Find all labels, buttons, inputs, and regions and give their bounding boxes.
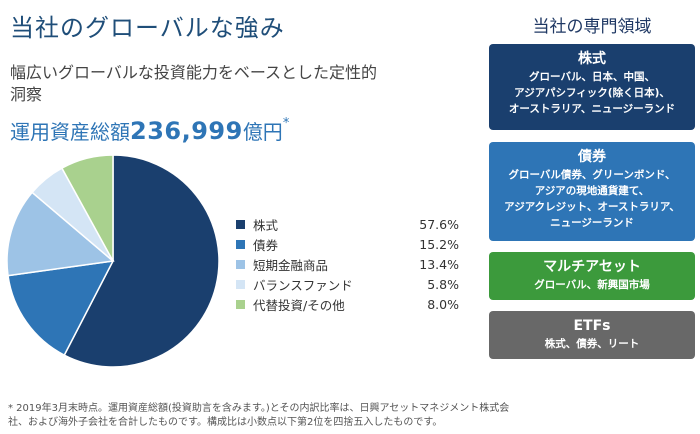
pie-slice-1 [63, 154, 220, 368]
expertise-title: 当社の専門領域 [532, 17, 652, 37]
expertise-box-title: マルチアセット [543, 259, 641, 275]
chart-legend: 株式 57.6% 債券 15.2% 短期金融商品 13.4% バランスファンド 5.8% 代替投… [236, 214, 459, 314]
legend-value: 57.6% [419, 216, 459, 232]
pie-slice-5 [60, 154, 114, 262]
pie-slice-3 [6, 191, 115, 277]
expertise-box-title: ETFs [573, 318, 611, 334]
expertise-box-desc: グローバル、新興国市場 [534, 279, 650, 291]
expertise-box: ETFs 株式、債券、リート [489, 311, 695, 359]
legend-value: 8.0% [427, 296, 459, 312]
aum-value: 236,999 [130, 117, 243, 145]
expertise-box: 債券グローバル債券、グリーンボンド、 アジアの現地通貨建て、アジアクレジット、オー… [489, 142, 695, 241]
expertise-box: 株式グローバル、日本、中国、アジアパシフィック(除く日本)、 オーストラリア、ニュ… [489, 44, 695, 130]
legend-swatch [236, 259, 245, 269]
expertise-box-desc: オーストラリア、ニュージーランド [508, 103, 676, 115]
pie-slice-2 [7, 260, 115, 357]
footnote: * 2019年3月末時点。運用資産総額(投資助言を含みます。)とその内訳比率は、… [8, 402, 608, 430]
expertise-box-title: 債券 [578, 149, 606, 165]
legend-label: 株式 [253, 217, 279, 233]
aum-unit: 億円 [242, 120, 283, 144]
page-title: 当社のグローバルな強み [10, 14, 285, 42]
expertise-box-desc: グローバル、日本、中国、 [529, 71, 655, 83]
legend-value: 13.4% [419, 256, 459, 272]
legend-label: バランスファンド [253, 277, 353, 293]
legend-item: 短期金融商品 13.4% [236, 254, 459, 274]
expertise-box-title: 株式 [578, 51, 606, 67]
page-subtitle: 幅広いグローバルな投資能力をベースとした定性的洞察 [10, 63, 378, 104]
legend-swatch [236, 219, 245, 229]
legend-item: 代替投資/その他 8.0% [236, 294, 459, 314]
footnote-line: 社、および海外子会社を合計したものです。構成比は小数点以下第2位を四捨五入したも… [8, 417, 443, 428]
aum-total: 運用資産総額236,999億円* [10, 116, 289, 145]
legend-label: 債券 [253, 237, 279, 253]
expertise-box-desc: グローバル債券、グリーンボンド、 [508, 169, 676, 181]
legend-swatch [236, 239, 245, 249]
expertise-box: マルチアセットグローバル、新興国市場 [489, 252, 695, 300]
expertise-box-desc: ニュージーランド [550, 217, 634, 229]
aum-footnote-mark: * [282, 116, 290, 131]
legend-label: 代替投資/その他 [253, 297, 345, 313]
legend-item: バランスファンド 5.8% [236, 274, 459, 294]
legend-swatch [236, 299, 245, 309]
aum-label: 運用資産総額 [10, 120, 130, 144]
legend-item: 株式 57.6% [236, 214, 459, 234]
asset-allocation-pie-chart [6, 154, 220, 368]
expertise-box-desc: アジアパシフィック(除く日本)、 [514, 87, 670, 99]
expertise-box-desc: アジアクレジット、オーストラリア、 [504, 201, 680, 213]
legend-label: 短期金融商品 [253, 257, 329, 273]
footnote-line: * 2019年3月末時点。運用資産総額(投資助言を含みます。)とその内訳比率は、… [8, 403, 510, 414]
legend-value: 15.2% [419, 236, 459, 252]
legend-item: 債券 15.2% [236, 234, 459, 254]
expertise-box-desc: 株式、債券、リート [544, 338, 640, 350]
expertise-box-desc: アジアの現地通貨建て、 [534, 185, 650, 197]
legend-value: 5.8% [427, 276, 459, 292]
legend-swatch [236, 279, 245, 289]
